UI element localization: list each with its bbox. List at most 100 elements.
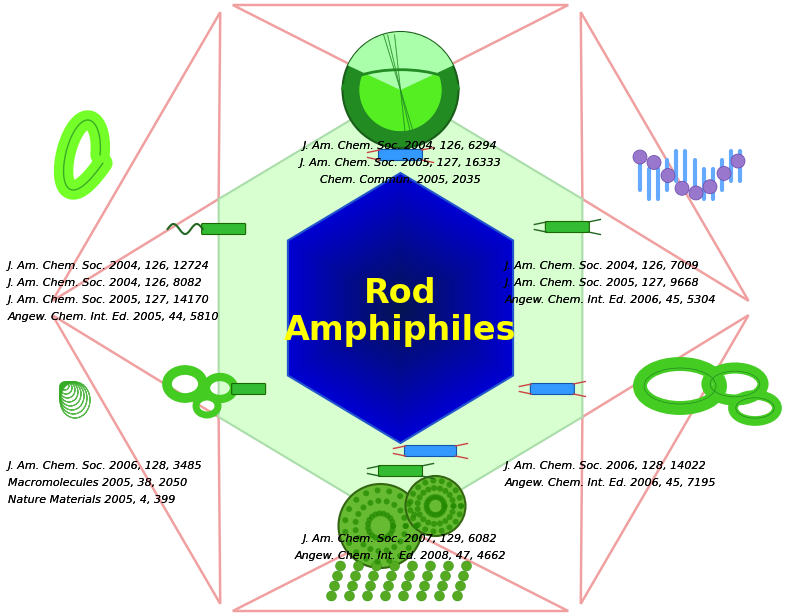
Polygon shape	[393, 299, 408, 317]
Circle shape	[439, 478, 445, 484]
Circle shape	[356, 511, 361, 517]
Circle shape	[405, 545, 412, 551]
Circle shape	[336, 561, 345, 571]
Text: J. Am. Chem. Soc. 2006, 128, 14022: J. Am. Chem. Soc. 2006, 128, 14022	[505, 461, 706, 471]
Circle shape	[453, 519, 459, 525]
Text: J. Am. Chem. Soc. 2005, 127, 9668: J. Am. Chem. Soc. 2005, 127, 9668	[505, 278, 699, 288]
Circle shape	[386, 557, 392, 564]
Circle shape	[390, 523, 396, 529]
Text: Macromolecules 2005, 38, 2050: Macromolecules 2005, 38, 2050	[8, 478, 187, 488]
Text: Chem. Commun. 2005, 2035: Chem. Commun. 2005, 2035	[320, 175, 481, 185]
Circle shape	[388, 515, 393, 521]
Circle shape	[441, 500, 447, 506]
Circle shape	[441, 506, 447, 512]
Polygon shape	[359, 259, 442, 357]
Circle shape	[387, 571, 396, 581]
Circle shape	[425, 519, 431, 525]
Circle shape	[426, 509, 433, 516]
Circle shape	[421, 516, 426, 522]
Circle shape	[457, 495, 463, 501]
Circle shape	[717, 166, 731, 180]
Circle shape	[415, 500, 421, 506]
Circle shape	[449, 509, 456, 515]
Text: Angew. Chem. Int. Ed. 2005, 44, 5810: Angew. Chem. Int. Ed. 2005, 44, 5810	[8, 312, 219, 322]
Circle shape	[376, 498, 381, 504]
FancyBboxPatch shape	[530, 384, 574, 394]
Circle shape	[457, 511, 463, 517]
Circle shape	[384, 513, 390, 519]
Circle shape	[388, 531, 393, 537]
Circle shape	[413, 523, 419, 529]
Circle shape	[450, 503, 457, 509]
Circle shape	[442, 488, 449, 494]
Circle shape	[441, 571, 450, 581]
Circle shape	[384, 581, 393, 591]
Circle shape	[363, 591, 372, 601]
Polygon shape	[352, 249, 449, 367]
Circle shape	[353, 561, 364, 571]
Text: Nature Materials 2005, 4, 399: Nature Materials 2005, 4, 399	[8, 495, 175, 505]
Text: J. Am. Chem. Soc. 2004, 126, 8082: J. Am. Chem. Soc. 2004, 126, 8082	[8, 278, 203, 288]
Circle shape	[425, 561, 436, 571]
Circle shape	[342, 529, 348, 535]
Circle shape	[343, 32, 458, 148]
Circle shape	[360, 541, 366, 548]
Circle shape	[376, 535, 382, 541]
Circle shape	[441, 503, 448, 509]
Text: J. Am. Chem. Soc. 2007, 129, 6082: J. Am. Chem. Soc. 2007, 129, 6082	[304, 534, 497, 544]
Circle shape	[421, 490, 426, 496]
Circle shape	[461, 561, 472, 571]
Text: Angew. Chem. Int. Ed. 2005, 44, 5810: Angew. Chem. Int. Ed. 2005, 44, 5810	[8, 312, 219, 322]
Circle shape	[405, 501, 412, 507]
Circle shape	[363, 556, 369, 562]
Circle shape	[422, 480, 429, 485]
Circle shape	[424, 501, 429, 508]
Text: J. Am. Chem. Soc. 2004, 126, 8082: J. Am. Chem. Soc. 2004, 126, 8082	[8, 278, 203, 288]
Circle shape	[453, 487, 459, 493]
Polygon shape	[314, 205, 487, 411]
Circle shape	[458, 503, 464, 509]
Polygon shape	[371, 272, 430, 344]
Circle shape	[365, 525, 371, 531]
Circle shape	[368, 571, 379, 581]
Circle shape	[405, 476, 465, 536]
Circle shape	[417, 495, 423, 500]
Polygon shape	[378, 281, 423, 335]
Circle shape	[410, 491, 416, 497]
Polygon shape	[333, 227, 468, 389]
Circle shape	[435, 512, 441, 517]
Circle shape	[365, 581, 376, 591]
Circle shape	[346, 540, 352, 546]
Circle shape	[376, 548, 381, 554]
Text: Macromolecules 2005, 38, 2050: Macromolecules 2005, 38, 2050	[8, 478, 187, 488]
Circle shape	[411, 535, 417, 541]
Circle shape	[366, 517, 372, 523]
Circle shape	[397, 553, 403, 559]
Circle shape	[327, 591, 336, 601]
Circle shape	[430, 529, 437, 535]
Text: Angew. Chem. Int. Ed. 2006, 45, 5304: Angew. Chem. Int. Ed. 2006, 45, 5304	[505, 295, 717, 305]
Circle shape	[352, 519, 359, 525]
Circle shape	[689, 186, 703, 200]
Circle shape	[413, 523, 419, 529]
Circle shape	[352, 527, 359, 533]
Circle shape	[376, 511, 382, 516]
Circle shape	[446, 524, 453, 530]
Circle shape	[372, 511, 378, 517]
Circle shape	[353, 549, 360, 555]
Circle shape	[391, 544, 397, 550]
Circle shape	[444, 561, 453, 571]
Polygon shape	[396, 304, 405, 312]
Circle shape	[440, 498, 445, 503]
Circle shape	[415, 506, 421, 512]
Circle shape	[360, 505, 366, 511]
FancyBboxPatch shape	[379, 150, 422, 161]
Circle shape	[434, 591, 445, 601]
Circle shape	[432, 494, 438, 500]
Circle shape	[449, 497, 456, 503]
Text: J. Am. Chem. Soc. 2006, 128, 3485: J. Am. Chem. Soc. 2006, 128, 3485	[8, 461, 203, 471]
Circle shape	[372, 535, 378, 540]
Circle shape	[435, 494, 441, 500]
Circle shape	[351, 571, 360, 581]
Circle shape	[430, 477, 437, 484]
